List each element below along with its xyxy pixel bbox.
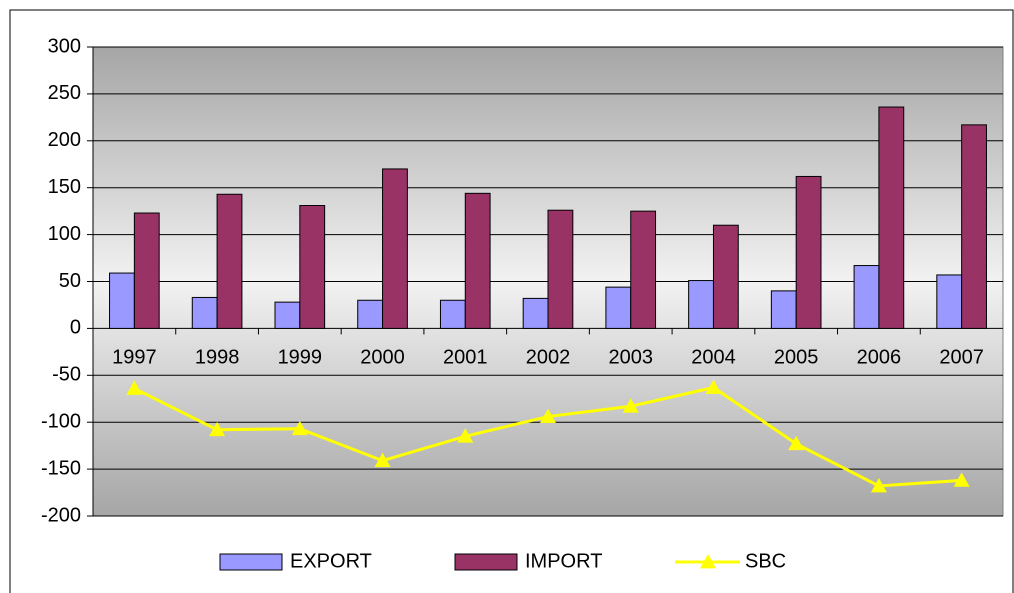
y-tick-label: 200	[48, 129, 81, 151]
y-tick-label: -150	[41, 457, 81, 479]
bar	[299, 205, 326, 329]
bar	[216, 193, 243, 329]
bar	[795, 175, 822, 329]
y-tick-label: -50	[52, 364, 81, 386]
bar	[274, 301, 301, 329]
bar	[688, 280, 714, 329]
bar	[853, 265, 880, 329]
bar	[712, 224, 739, 329]
bar	[878, 106, 905, 329]
y-tick-label: -100	[41, 410, 81, 432]
legend-label: IMPORT	[525, 550, 602, 572]
x-tick-label: 1999	[278, 347, 323, 369]
y-tick-label: 250	[48, 82, 81, 104]
bar	[547, 209, 574, 329]
bar	[936, 274, 963, 329]
bar	[382, 168, 408, 329]
x-tick-label: 2000	[360, 347, 405, 369]
y-tick-label: 100	[48, 223, 81, 245]
x-tick-label: 2007	[939, 347, 984, 369]
marker	[540, 408, 556, 423]
bar	[133, 212, 160, 329]
x-tick-label: 1997	[112, 347, 157, 369]
marker	[374, 452, 391, 468]
bar	[522, 297, 549, 329]
marker	[705, 379, 722, 394]
bar	[357, 299, 384, 329]
bar	[770, 290, 797, 329]
x-tick-label: 2006	[857, 347, 902, 369]
marker	[788, 435, 805, 451]
marker	[126, 380, 143, 395]
legend-swatch	[219, 553, 283, 571]
legend-label: EXPORT	[290, 550, 372, 572]
x-tick-label: 2003	[608, 347, 653, 369]
bar	[630, 210, 657, 329]
bar	[191, 296, 218, 329]
legend-marker	[700, 554, 716, 569]
y-tick-label: 150	[48, 176, 81, 198]
x-tick-label: 2005	[774, 347, 819, 369]
bar	[605, 286, 632, 329]
bar	[439, 299, 466, 329]
marker	[457, 428, 474, 443]
bar	[109, 272, 135, 329]
bar	[961, 124, 987, 329]
marker	[953, 472, 970, 487]
chart-border	[9, 9, 1014, 593]
marker	[209, 421, 226, 437]
x-tick-label: 2001	[443, 347, 488, 369]
marker	[291, 420, 308, 436]
y-tick-label: -200	[41, 504, 81, 526]
y-tick-label: 0	[70, 317, 81, 339]
legend-label: SBC	[745, 550, 786, 572]
marker	[622, 398, 639, 413]
bar	[464, 192, 491, 329]
x-tick-label: 2002	[526, 347, 571, 369]
y-tick-label: 50	[59, 270, 81, 292]
legend-swatch	[454, 553, 518, 571]
x-tick-label: 1998	[195, 347, 240, 369]
marker	[870, 477, 887, 493]
y-tick-label: 300	[48, 35, 81, 57]
x-tick-label: 2004	[691, 347, 736, 369]
